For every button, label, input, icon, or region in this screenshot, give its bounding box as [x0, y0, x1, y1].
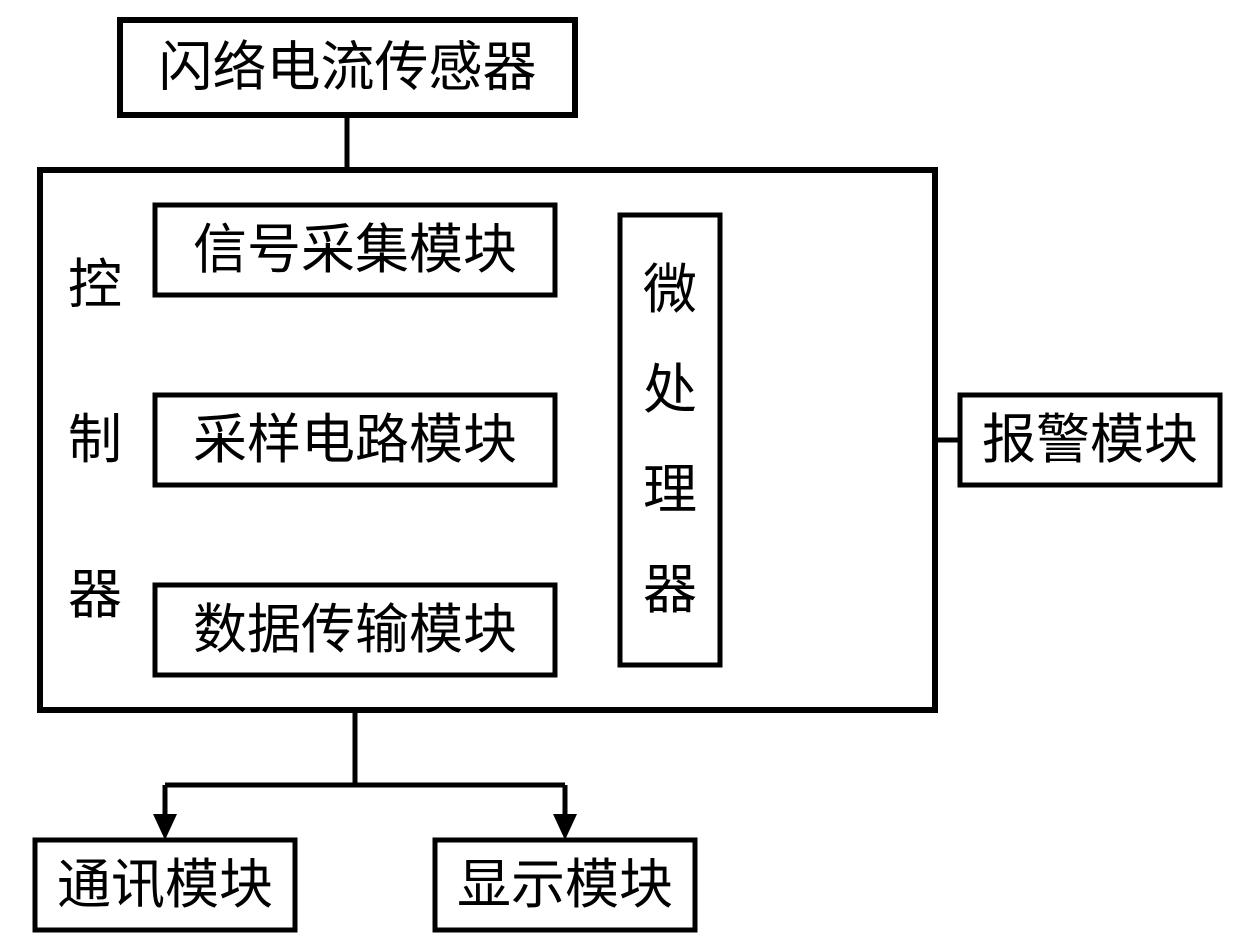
node-alarm-label: 报警模块 — [982, 410, 1198, 470]
node-communication: 通讯模块 — [35, 840, 295, 930]
node-data-transmission-label: 数据传输模块 — [193, 600, 517, 660]
node-alarm: 报警模块 — [960, 395, 1220, 485]
node-sampling-circuit-label: 采样电路模块 — [193, 410, 517, 470]
node-display-label: 显示模块 — [457, 855, 673, 915]
node-sensor-label: 闪络电流传感器 — [159, 38, 537, 98]
node-signal-acquisition-label: 信号采集模块 — [193, 220, 517, 280]
node-microprocessor-char-2: 理 — [643, 460, 697, 520]
node-microprocessor: 微处理器 — [620, 215, 720, 665]
diagram-canvas: 控制器闪络电流传感器信号采集模块采样电路模块数据传输模块微处理器报警模块通讯模块… — [0, 0, 1240, 943]
controller-label-char-1: 制 — [68, 410, 122, 470]
controller-label-char-2: 器 — [68, 565, 122, 625]
edge-10 — [553, 785, 577, 840]
edge-9 — [153, 785, 177, 840]
node-display: 显示模块 — [435, 840, 695, 930]
node-communication-label: 通讯模块 — [57, 855, 273, 915]
node-microprocessor-char-1: 处 — [643, 360, 697, 420]
node-sampling-circuit: 采样电路模块 — [155, 395, 555, 485]
node-signal-acquisition: 信号采集模块 — [155, 205, 555, 295]
node-microprocessor-char-0: 微 — [643, 260, 697, 320]
controller-label-char-0: 控 — [68, 255, 122, 315]
node-data-transmission: 数据传输模块 — [155, 585, 555, 675]
node-microprocessor-char-3: 器 — [643, 560, 697, 620]
node-sensor: 闪络电流传感器 — [120, 20, 575, 115]
